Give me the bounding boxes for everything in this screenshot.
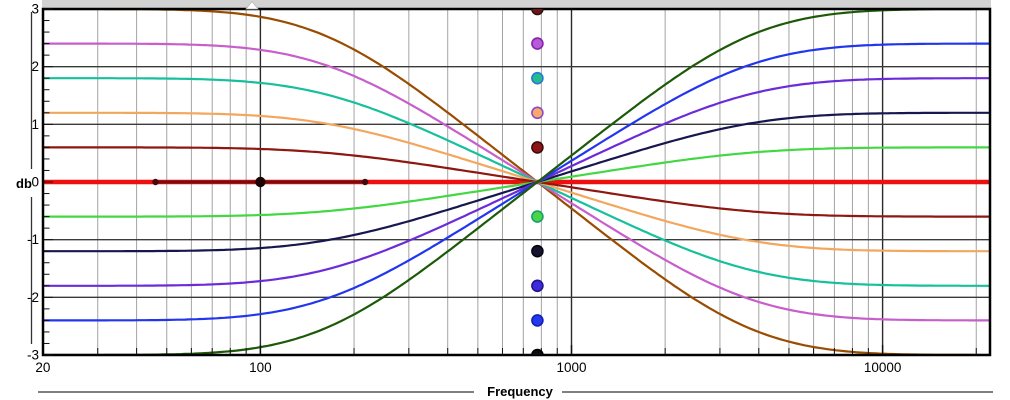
y-tick-label: -3 — [27, 348, 39, 363]
curves — [43, 9, 990, 355]
curve-tilt-minus-1.2 — [43, 111, 990, 253]
x-tick-label: 1000 — [556, 360, 586, 375]
pivot-marker-dot[interactable] — [531, 348, 544, 361]
pivot-marker-dot[interactable] — [531, 4, 544, 16]
curve-tilt-plus-1.2 — [43, 111, 990, 253]
pivot-marker-dot[interactable] — [531, 106, 544, 120]
pivot-marker-dot[interactable] — [531, 279, 544, 293]
y-tick-label: -1 — [27, 232, 39, 247]
x-tick-label: 100 — [249, 360, 272, 375]
y-tick-label: 0 — [31, 175, 39, 190]
band-end-handle[interactable] — [361, 178, 369, 186]
y-tick-label: 3 — [31, 2, 39, 17]
y-tick-label: 2 — [31, 59, 39, 74]
x-tick-label: 20 — [35, 360, 50, 375]
band-start-handle[interactable] — [152, 178, 159, 186]
x-tick-label: 10000 — [864, 360, 902, 375]
pivot-marker-dot[interactable] — [531, 244, 544, 258]
curve-tilt-plus-3.0 — [43, 9, 990, 355]
pivot-marker-dot[interactable] — [531, 37, 544, 50]
y-tick-label: -2 — [27, 290, 39, 305]
pivot-marker-dot[interactable] — [531, 141, 544, 154]
plot-frame — [41, 7, 992, 357]
curve-tilt-plus-2.4 — [43, 42, 990, 322]
pivot-marker-dot[interactable] — [531, 314, 544, 327]
curve-tilt-plus-0.6 — [43, 146, 990, 218]
band-center-handle[interactable] — [255, 176, 266, 188]
zero-line-band — [152, 176, 369, 188]
axis-title-rules — [30, 12, 993, 393]
top-strip — [42, 0, 991, 8]
pivot-marker-dot[interactable] — [531, 210, 544, 223]
curve-tilt-minus-0.6 — [43, 146, 990, 218]
curve-tilt-minus-2.4 — [43, 42, 990, 322]
y-axis-title: db — [16, 176, 32, 191]
pivot-marker-dot[interactable] — [531, 71, 544, 85]
x-axis-title: Frequency — [487, 384, 553, 399]
axis-ticks — [44, 8, 977, 356]
curve-tilt-plus-1.8 — [43, 77, 990, 287]
curve-tilt-minus-1.8 — [43, 77, 990, 287]
pivot-markers — [531, 4, 544, 361]
y-tick-label: 1 — [31, 117, 39, 132]
top-marker-triangle[interactable] — [245, 0, 259, 10]
curve-tilt-minus-3.0 — [43, 9, 990, 355]
